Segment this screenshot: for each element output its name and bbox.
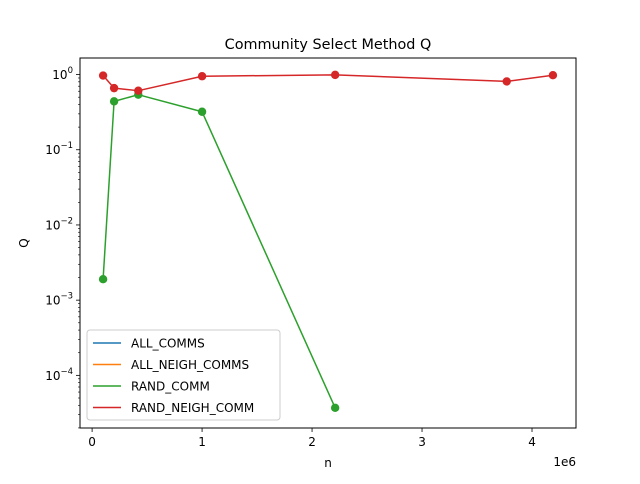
y-tick-base: 10 — [45, 294, 60, 308]
legend-box — [86, 329, 281, 421]
legend-label: ALL_COMMS — [131, 337, 205, 351]
legend-label: ALL_NEIGH_COMMS — [131, 358, 249, 372]
legend: ALL_COMMS ALL_NEIGH_COMMS RAND_COMM RAND_NE… — [86, 329, 281, 421]
x-tick-label: 1 — [198, 435, 206, 449]
legend-label: RAND_COMM — [131, 380, 210, 394]
data-point — [197, 107, 207, 116]
y-tick-base: 10 — [45, 369, 60, 383]
axes-frame — [79, 57, 577, 429]
data-point — [109, 83, 119, 93]
y-tick-exponent: −4 — [60, 367, 73, 377]
data-point — [330, 70, 340, 80]
data-point — [109, 97, 119, 106]
chart-title: Community Select Method Q — [225, 37, 432, 53]
x-offset-label: 1e6 — [553, 455, 576, 469]
data-point — [548, 71, 558, 80]
y-tick-exponent: 0 — [68, 66, 73, 76]
plot-area — [98, 70, 558, 413]
y-tick-label: 10−4 — [45, 367, 73, 383]
y-tick-label: 10−2 — [45, 216, 73, 232]
data-point — [197, 72, 207, 81]
y-tick-base: 10 — [45, 143, 60, 157]
legend-label: RAND_NEIGH_COMM — [131, 401, 254, 415]
x-axis: 0 1 2 3 4 — [88, 428, 536, 449]
y-tick-exponent: −2 — [60, 216, 73, 226]
y-tick-exponent: −3 — [60, 292, 73, 302]
y-tick-label: 100 — [52, 66, 73, 82]
data-point — [98, 71, 108, 80]
y-tick-base: 10 — [45, 218, 60, 232]
data-point — [134, 86, 143, 95]
data-point — [502, 77, 511, 86]
data-point — [330, 403, 340, 413]
y-tick-label: 10−1 — [45, 141, 73, 157]
y-axis-label: Q — [17, 238, 31, 247]
x-axis-label: n — [324, 456, 332, 470]
y-tick-label: 10−3 — [45, 292, 73, 308]
x-tick-label: 0 — [88, 435, 96, 449]
y-tick-exponent: −1 — [60, 141, 73, 151]
x-tick-label: 4 — [528, 435, 536, 449]
data-point — [98, 274, 108, 284]
x-tick-label: 3 — [418, 435, 426, 449]
y-tick-base: 10 — [52, 68, 67, 82]
x-tick-label: 2 — [308, 435, 316, 449]
